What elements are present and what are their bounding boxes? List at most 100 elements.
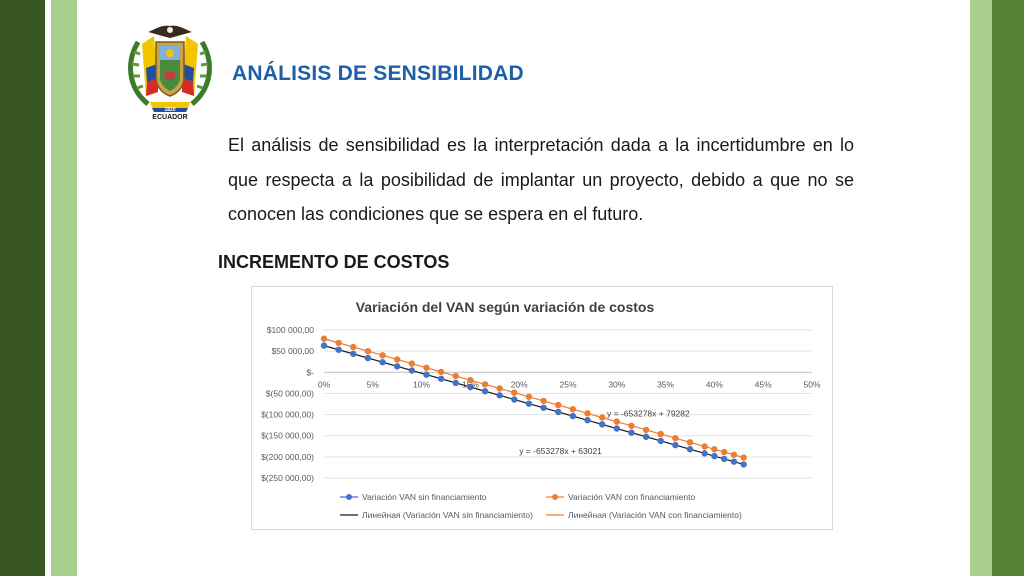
data-point: [379, 359, 386, 366]
data-point: [408, 360, 416, 367]
data-point: [701, 450, 708, 457]
x-tick-label: 5%: [367, 379, 380, 389]
data-point: [720, 448, 728, 456]
data-point: [423, 371, 430, 378]
data-point: [598, 414, 606, 421]
data-point: [379, 352, 386, 359]
data-point: [711, 446, 718, 453]
y-tick-label: $(100 000,00): [261, 410, 314, 420]
x-tick-label: 45%: [755, 379, 772, 389]
data-point: [613, 418, 620, 425]
logo-year: 1820: [164, 107, 175, 113]
data-point: [452, 379, 459, 387]
x-tick-label: 10%: [413, 379, 430, 389]
data-point: [350, 343, 357, 351]
data-point: [613, 425, 620, 432]
x-tick-label: 35%: [657, 379, 674, 389]
x-tick-label: 50%: [803, 379, 820, 389]
legend-label: Линейная (Variación VAN sin financiamien…: [362, 510, 533, 520]
intro-paragraph: El análisis de sensibilidad es la interp…: [228, 135, 854, 224]
data-point: [540, 404, 547, 411]
data-point: [481, 381, 489, 388]
data-point: [394, 363, 401, 370]
data-point: [569, 406, 577, 413]
data-point: [408, 367, 416, 374]
data-point: [335, 346, 342, 353]
y-tick-label: $(50 000,00): [266, 388, 314, 398]
right-bar-dark: [992, 0, 1024, 576]
data-point: [720, 455, 728, 463]
data-point: [730, 458, 738, 465]
data-point: [437, 368, 445, 376]
data-point: [584, 417, 591, 424]
data-point: [686, 439, 694, 446]
data-point: [467, 376, 474, 384]
legend-label: Линейная (Variación VAN con financiamien…: [568, 510, 742, 520]
data-point: [628, 422, 635, 429]
data-point: [555, 408, 562, 416]
trendline: [323, 338, 744, 459]
data-point: [481, 388, 489, 395]
left-bar-light: [51, 0, 77, 576]
data-point: [672, 435, 679, 442]
data-points: [320, 335, 747, 468]
data-point: [672, 441, 679, 449]
data-point: [511, 396, 518, 403]
trendline-equations: y = -653278x + 63021 y = -653278x + 79282: [519, 408, 690, 456]
data-point: [467, 383, 474, 391]
data-point: [642, 433, 650, 440]
data-point: [740, 461, 747, 468]
y-tick-label: $(250 000,00): [261, 473, 314, 483]
x-tick-label: 25%: [559, 379, 576, 389]
data-point: [628, 429, 635, 436]
x-tick-label: 0%: [318, 379, 331, 389]
data-point: [320, 342, 328, 349]
x-tick-label: 40%: [706, 379, 723, 389]
data-point: [657, 430, 664, 438]
data-point: [701, 443, 708, 450]
data-point: [437, 375, 445, 382]
trendline-equation: y = -653278x + 63021: [519, 446, 602, 456]
coat-of-arms-icon: 1820 ECUADOR: [124, 22, 216, 122]
y-tick-label: $(200 000,00): [261, 452, 314, 462]
legend-marker: [346, 494, 352, 500]
legend-label: Variación VAN sin financiamiento: [362, 492, 487, 502]
trendline-equation: y = -653278x + 79282: [607, 408, 690, 418]
data-point: [525, 400, 533, 407]
data-point: [657, 437, 664, 445]
y-tick-label: $100 000,00: [267, 325, 315, 335]
data-point: [511, 389, 518, 396]
data-point: [711, 452, 718, 460]
data-point: [540, 397, 547, 405]
data-point: [598, 421, 606, 428]
data-point: [335, 339, 342, 347]
data-point: [350, 350, 357, 358]
right-bar-light: [970, 0, 992, 576]
data-point: [364, 354, 372, 362]
data-point: [584, 410, 591, 417]
data-point: [423, 364, 430, 371]
x-tick-label: 30%: [608, 379, 625, 389]
section-title: INCREMENTO DE COSTOS: [218, 252, 450, 272]
legend-marker: [552, 494, 558, 500]
data-point: [364, 347, 372, 355]
left-bar-dark: [0, 0, 45, 576]
x-tick-label: 20%: [511, 379, 528, 389]
page-title: ANÁLISIS DE SENSIBILIDAD: [232, 62, 524, 85]
chart-title: Variación del VAN según variación de cos…: [356, 299, 655, 315]
chart-legend: Variación VAN sin financiamiento Variació…: [340, 492, 742, 520]
data-point: [740, 454, 747, 461]
legend-label: Variación VAN con financiamiento: [568, 492, 696, 502]
data-point: [569, 412, 577, 420]
x-axis: 0%5%10%15%20%25%30%35%40%45%50%: [318, 379, 821, 389]
data-point: [452, 372, 459, 380]
data-point: [730, 451, 738, 458]
data-point: [320, 335, 328, 342]
data-point: [525, 393, 533, 400]
data-point: [496, 385, 503, 392]
y-tick-label: $50 000,00: [271, 346, 314, 356]
y-axis: $100 000,00 $50 000,00 $- $(50 000,00) $(100…: [261, 325, 314, 483]
data-point: [642, 426, 650, 434]
logo-text: ECUADOR: [152, 114, 187, 121]
data-point: [394, 356, 401, 363]
